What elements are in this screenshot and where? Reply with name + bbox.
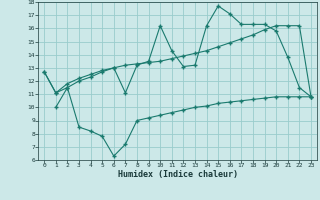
X-axis label: Humidex (Indice chaleur): Humidex (Indice chaleur): [118, 170, 238, 179]
